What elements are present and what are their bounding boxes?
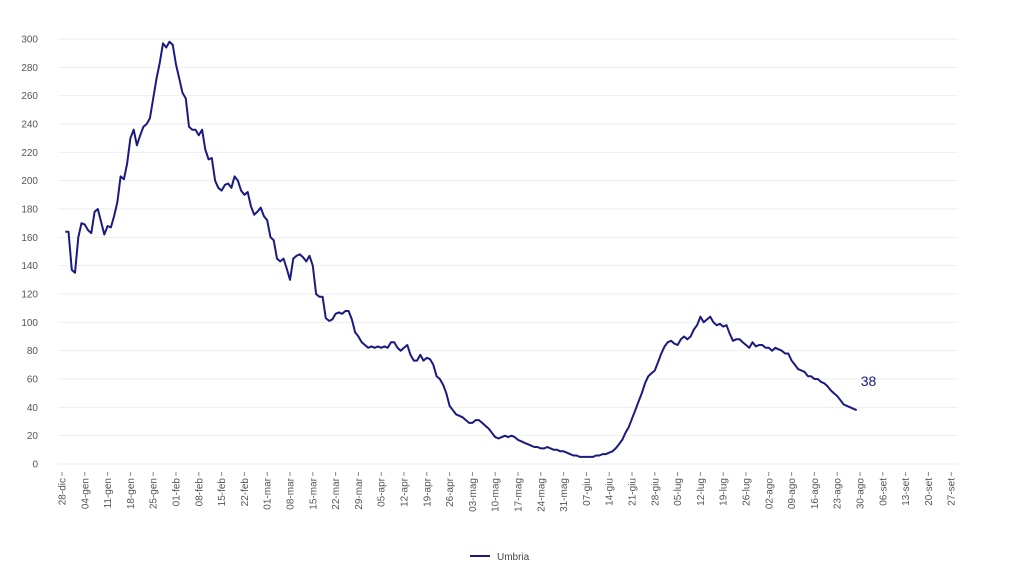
y-tick-label: 220 (21, 148, 38, 159)
x-tick-label: 24-mag (536, 478, 547, 512)
x-axis: 28-dic 04-gen 11-gen 18-gen 25-gen 01-feb 08-f… (58, 472, 958, 512)
x-tick-label: 28-dic (58, 478, 69, 505)
x-tick-label: 22-feb (240, 478, 251, 507)
x-tick-label: 17-mag (514, 478, 525, 512)
x-tick-label: 30-ago (856, 478, 867, 510)
x-tick-label: 18-gen (126, 478, 137, 509)
x-tick-label: 27-set (947, 478, 958, 506)
x-tick-label: 10-mag (491, 478, 502, 512)
y-tick-label: 240 (21, 120, 38, 131)
x-tick-label: 05-apr (377, 477, 388, 507)
x-tick-label: 04-gen (80, 478, 91, 509)
x-tick-label: 08-mar (286, 477, 297, 509)
x-tick-label: 01-feb (172, 478, 183, 507)
legend: Umbria (470, 552, 530, 563)
x-tick-label: 05-lug (673, 478, 684, 506)
x-tick-label: 19-lug (719, 478, 730, 506)
y-axis: 0 20 40 60 80 100 120 140 160 180 200 220 240 260 280 3… (21, 35, 38, 471)
x-tick-label: 06-set (878, 478, 889, 506)
x-tick-label: 12-lug (696, 478, 707, 506)
series-layer (65, 40, 858, 458)
x-tick-label: 03-mag (468, 478, 479, 512)
x-tick-label: 21-giu (628, 478, 639, 506)
y-tick-label: 20 (27, 431, 39, 442)
x-tick-label: 28-giu (650, 478, 661, 506)
x-tick-label: 09-ago (787, 478, 798, 510)
y-tick-label: 180 (21, 205, 38, 216)
x-tick-label: 13-set (901, 478, 912, 506)
y-tick-label: 40 (27, 403, 39, 414)
x-tick-label: 11-gen (103, 478, 114, 508)
y-tick-label: 200 (21, 176, 38, 187)
x-tick-label: 07-giu (582, 478, 593, 506)
y-tick-label: 140 (21, 261, 38, 272)
x-tick-label: 31-mag (559, 478, 570, 512)
y-tick-label: 0 (32, 460, 38, 471)
x-tick-label: 22-mar (331, 477, 342, 509)
y-tick-label: 120 (21, 290, 38, 301)
y-tick-label: 260 (21, 91, 38, 102)
grid (58, 38, 958, 465)
x-tick-label: 12-apr (400, 477, 411, 507)
x-tick-label: 23-ago (833, 478, 844, 510)
x-tick-label: 26-lug (742, 478, 753, 506)
series-line-umbria (65, 40, 858, 458)
y-tick-label: 160 (21, 233, 38, 244)
x-tick-label: 14-giu (605, 478, 616, 506)
x-tick-label: 02-ago (764, 478, 775, 510)
x-tick-label: 01-mar (263, 477, 274, 509)
x-tick-label: 19-apr (422, 477, 433, 507)
end-value-label: 38 (861, 373, 877, 389)
x-tick-label: 15-feb (217, 478, 228, 507)
x-tick-label: 26-apr (445, 477, 456, 507)
x-tick-label: 16-ago (810, 478, 821, 510)
x-tick-label: 25-gen (149, 478, 160, 509)
y-tick-label: 60 (27, 375, 39, 386)
x-tick-label: 15-mar (308, 477, 319, 509)
y-tick-label: 80 (27, 346, 39, 357)
x-tick-label: 29-mar (354, 477, 365, 509)
legend-label-umbria: Umbria (497, 552, 530, 563)
x-tick-label: 20-set (924, 478, 935, 506)
x-tick-label: 08-feb (194, 478, 205, 507)
y-tick-label: 300 (21, 35, 38, 46)
y-tick-label: 280 (21, 63, 38, 74)
y-tick-label: 100 (21, 318, 38, 329)
